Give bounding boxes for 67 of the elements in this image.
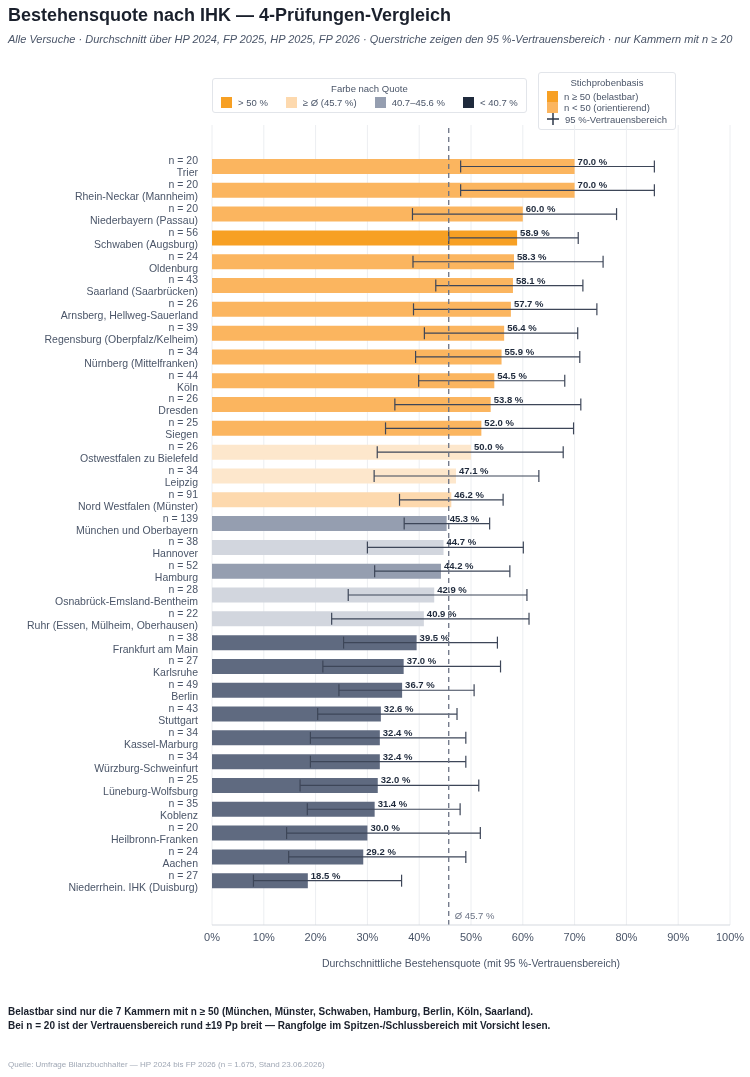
legend-label: n ≥ 50 (belastbar) — [564, 91, 639, 102]
y-tick-label: n = 27 Niederrhein. IHK (Duisburg) — [68, 868, 199, 893]
x-tick-label: 100% — [715, 930, 745, 943]
y-tick-label: n = 20 Rhein-Neckar (Mannheim) — [74, 178, 199, 203]
x-tick-label: 20% — [304, 930, 327, 943]
chart-title: Bestehensquote nach IHK — 4-Prüfungen-Vergleich — [8, 5, 452, 26]
data-label: 58.1 % — [515, 274, 547, 286]
data-label: 32.4 % — [382, 750, 413, 762]
y-tick-label: n = 39 Regensburg (Oberpfalz/Kelheim) — [44, 321, 199, 346]
data-label: 39.5 % — [419, 631, 450, 643]
x-tick-label: 0% — [204, 930, 221, 943]
text: Stichprobenbasis — [569, 77, 645, 88]
data-label: 29.2 % — [366, 845, 397, 857]
legend-label: 95 %-Vertrauensbereich — [565, 113, 667, 125]
text: Bei n = 20 ist der Vertrauensbereich rund ±19 Pp breit — Rangfolge im Spitzen-/Schlussbereich mit Vorsicht lesen. — [8, 1019, 551, 1033]
data-label: 50.0 % — [474, 441, 505, 453]
x-tick-label: 60% — [511, 930, 535, 943]
x-axis-title: Durchschnittliche Bestehensquote (mit 95 %-Vertrauensbereich) — [321, 957, 621, 969]
data-label: 55.9 % — [504, 345, 535, 357]
legend-label: > 50 % — [238, 97, 268, 108]
legend-label: < 40.7 % — [480, 97, 518, 108]
data-label: 36.7 % — [405, 679, 436, 691]
text: Belastbar sind nur die 7 Kammern mit n ≥ 50 (München, Münster, Schwaben, Hamburg, Berlin, Köln, Saarland). — [8, 1005, 535, 1019]
y-tick-label: n = 20 Niederbayern (Passau) — [90, 202, 199, 227]
data-label: 30.0 % — [370, 822, 401, 834]
data-label: 32.4 % — [382, 726, 413, 738]
legend-label: n < 50 (orientierend) — [564, 102, 650, 113]
data-label: 42.9 % — [437, 584, 468, 596]
y-tick-label: n = 22 Ruhr (Essen, Mülheim, Oberhausen) — [27, 606, 199, 631]
data-label: 40.9 % — [426, 607, 457, 619]
data-label: 18.5 % — [310, 869, 341, 881]
legend-label: 40.7–45.6 % — [391, 97, 445, 108]
x-tick-label: 10% — [252, 930, 276, 943]
data-label: 53.8 % — [493, 393, 524, 405]
data-label: 60.0 % — [525, 203, 556, 215]
data-label: 44.7 % — [446, 536, 477, 548]
data-label: 57.7 % — [513, 298, 545, 310]
legend-title: Farbe nach Quote — [330, 83, 409, 94]
data-label: 37.0 % — [406, 655, 437, 667]
data-label: 32.0 % — [380, 774, 411, 786]
data-label: 54.5 % — [497, 369, 528, 381]
data-label: 52.0 % — [484, 417, 515, 429]
data-label: 46.2 % — [454, 488, 485, 500]
data-label: 44.2 % — [443, 560, 475, 572]
legend-label: ≥ Ø (45.7 %) — [302, 97, 357, 108]
x-tick-label: 90% — [667, 930, 690, 943]
data-label: 58.9 % — [520, 226, 551, 238]
data-label: 56.4 % — [507, 322, 538, 334]
data-label: 70.0 % — [577, 179, 608, 191]
x-tick-label: 80% — [615, 930, 638, 943]
data-label: 31.4 % — [377, 798, 408, 810]
data-label: 32.6 % — [383, 703, 414, 715]
x-tick-label: 50% — [459, 930, 483, 943]
source-note: Quelle: Umfrage Bilanzbuchhalter — HP 2024 bis FP 2026 (n = 1.675, Stand 23.06.2026) — [8, 1060, 325, 1069]
y-tick-label: n = 34 Nürnberg (Mittelfranken) — [84, 344, 199, 369]
data-label: 45.3 % — [449, 512, 480, 524]
data-label: 47.1 % — [458, 464, 490, 476]
x-tick-label: 30% — [356, 930, 379, 943]
data-label: 70.0 % — [577, 155, 608, 167]
ref-line-label: Ø 45.7 % — [454, 910, 495, 921]
data-label: 58.3 % — [516, 250, 548, 262]
y-tick-label: n = 43 Saarland (Saarbrücken) — [86, 273, 199, 298]
chart-subtitle: Alle Versuche · Durchschnitt über HP 2024, FP 2025, HP 2025, FP 2026 · Querstriche zeigen den 95 %-Vertrauensbereich · nur Kammern mit n ≥ 20 — [8, 33, 734, 45]
x-tick-label: 70% — [563, 930, 586, 943]
y-tick-label: n = 56 Schwaben (Augsburg) — [94, 225, 199, 250]
x-tick-label: 40% — [408, 930, 431, 943]
y-tick-label: n = 91 Nord Westfalen (Münster) — [77, 487, 199, 512]
